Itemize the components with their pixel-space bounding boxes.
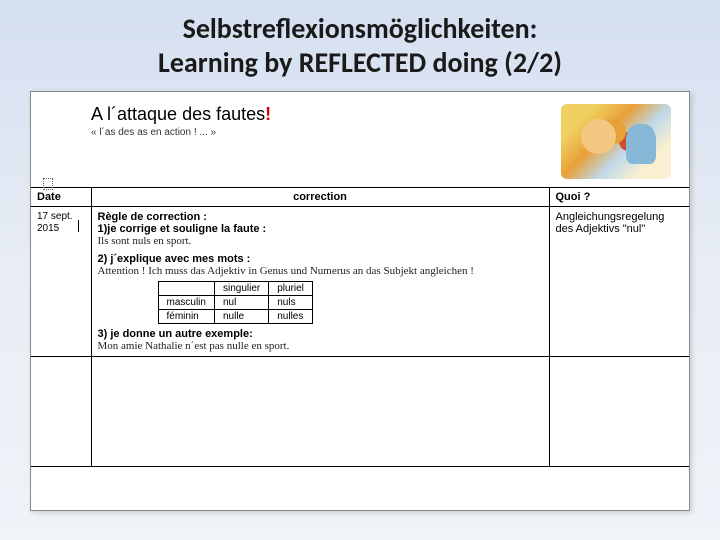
document-subtitle: « l´as des as en action ! ... »: [91, 127, 561, 138]
cell-date: 17 sept. 2015: [31, 207, 91, 357]
step1-text: Ils sont nuls en sport.: [98, 235, 543, 247]
slide-title: Selbstreflexionsmöglichkeiten: Learning …: [0, 0, 720, 87]
title-line-1: Selbstreflexionsmöglichkeiten:: [20, 12, 700, 46]
grammar-empty: [158, 282, 214, 296]
text-cursor: [78, 220, 79, 232]
step1-label: 1)je corrige et souligne la faute :: [98, 223, 543, 235]
cell-quoi-empty: [549, 357, 689, 467]
grammar-m-p: nuls: [269, 296, 313, 310]
grammar-row-m: masculin: [158, 296, 214, 310]
grammar-col-plur: pluriel: [269, 282, 313, 296]
grammar-f-p: nulles: [269, 310, 313, 324]
header-correction: correction: [91, 188, 549, 207]
table-row-empty: [31, 357, 689, 467]
table-header-row: Date correction Quoi ?: [31, 188, 689, 207]
cell-correction-empty: [91, 357, 549, 467]
grammar-table: singulier pluriel masculin nul nuls fémi…: [158, 281, 313, 324]
document-title: A l´attaque des fautes!: [91, 104, 561, 125]
cell-correction: Règle de correction : 1)je corrige et so…: [91, 207, 549, 357]
doc-title-text: A l´attaque des fautes: [91, 104, 265, 124]
document-screenshot: A l´attaque des fautes! « l´as des as en…: [30, 91, 690, 511]
document-header: A l´attaque des fautes! « l´as des as en…: [31, 100, 689, 183]
step2-text: Attention ! Ich muss das Adjektiv in Gen…: [98, 265, 543, 277]
step3-label: 3) je donne un autre exemple:: [98, 328, 543, 340]
correction-table: Date correction Quoi ? 17 sept. 2015 Règ…: [31, 187, 689, 467]
step3-text: Mon amie Nathalie n´est pas nulle en spo…: [98, 340, 543, 352]
grammar-row-f: féminin: [158, 310, 214, 324]
grammar-f-s: nulle: [214, 310, 268, 324]
grammar-col-sing: singulier: [214, 282, 268, 296]
cell-quoi: Angleichungsregelung des Adjektivs "nul": [549, 207, 689, 357]
asterix-character-image: [561, 104, 671, 179]
header-quoi: Quoi ?: [549, 188, 689, 207]
page-break-marker: [43, 178, 53, 190]
cell-date-empty: [31, 357, 91, 467]
title-line-2: Learning by REFLECTED doing (2/2): [20, 46, 700, 80]
header-date: Date: [31, 188, 91, 207]
grammar-m-s: nul: [214, 296, 268, 310]
rule-heading: Règle de correction :: [98, 211, 543, 223]
doc-title-exclamation: !: [265, 104, 271, 124]
step2-label: 2) j´explique avec mes mots :: [98, 253, 543, 265]
table-row: 17 sept. 2015 Règle de correction : 1)je…: [31, 207, 689, 357]
